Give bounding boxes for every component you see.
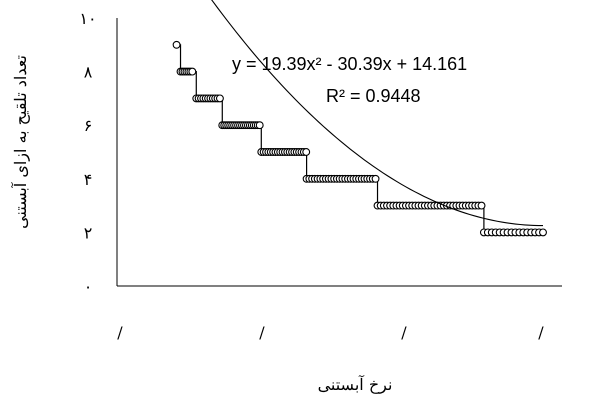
data-point [539, 228, 547, 237]
data-point [188, 67, 197, 76]
series-group [172, 40, 547, 237]
data-point [302, 148, 311, 156]
y-tick-label: ۶ [84, 116, 93, 135]
x-tick-label: / [259, 323, 265, 342]
x-axis-title: نرخ آبستنی [318, 374, 393, 394]
x-tick-label: / [538, 323, 544, 342]
trendline-curve [211, 0, 544, 227]
y-axis-title: تعداد تلقیح به ازای آبستنی [10, 55, 30, 229]
trendline-r2: R² = 0.9448 [326, 86, 421, 106]
data-point [215, 94, 224, 103]
y-tick-label: ۸ [84, 63, 93, 82]
y-tick-label: ۲ [84, 223, 93, 242]
y-tick-label: ۴ [84, 170, 93, 189]
x-tick-label: / [117, 323, 123, 342]
data-point [477, 201, 486, 210]
data-point [172, 40, 181, 49]
x-tick-labels: / / / / [117, 323, 544, 342]
data-point [371, 174, 380, 183]
data-point [255, 121, 264, 130]
trendline-group [211, 0, 544, 227]
trendline-equation: y = 19.39x² - 30.39x + 14.161 [232, 54, 467, 74]
x-tick-label: / [401, 323, 407, 342]
y-tick-label: ۱۰ [79, 9, 96, 28]
y-tick-label: ۰ [84, 277, 93, 296]
plot-frame [116, 18, 562, 287]
y-tick-labels: ۰ ۲ ۴ ۶ ۸ ۱۰ [79, 9, 96, 296]
